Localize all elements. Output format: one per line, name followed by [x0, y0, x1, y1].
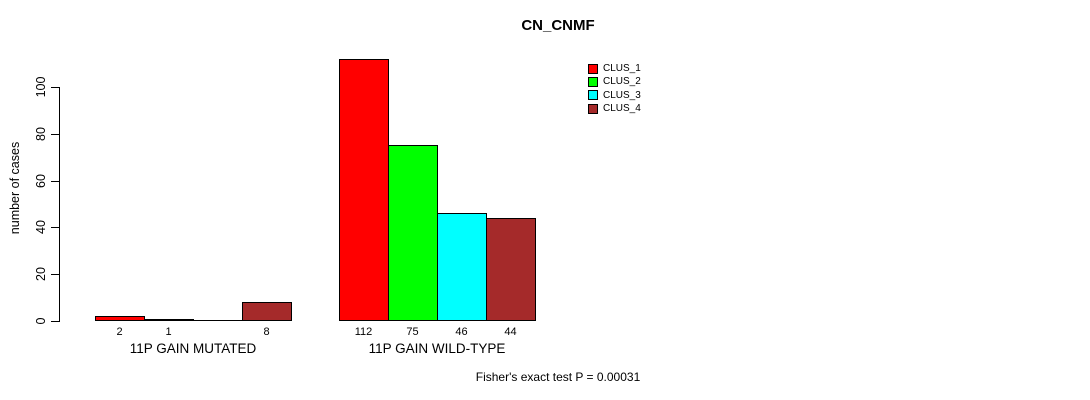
y-tick-label: 100: [34, 76, 48, 98]
legend-label-clus-4: CLUS_4: [603, 103, 641, 115]
y-axis-label: number of cases: [8, 141, 22, 235]
group-label-2: 11P GAIN WILD-TYPE: [368, 341, 506, 356]
legend-row-clus-1: CLUS_1: [588, 62, 641, 75]
bar-value-label: 1: [165, 326, 172, 338]
annotation-text: Fisher's exact test P = 0.00031: [475, 370, 641, 384]
y-tick-label: 20: [34, 267, 48, 282]
legend-row-clus-3: CLUS_3: [588, 89, 641, 102]
y-tick: [51, 227, 59, 229]
legend-label-clus-3: CLUS_3: [603, 89, 641, 101]
legend-swatch-clus-1: [588, 63, 598, 74]
bar-clus-2-group2: [388, 145, 438, 321]
y-tick-label: 60: [34, 173, 48, 188]
legend-swatch-clus-3: [588, 90, 598, 101]
bar-clus-3-group1: [193, 320, 243, 321]
bar-clus-1-group2: [339, 59, 389, 321]
y-tick: [51, 180, 59, 182]
y-tick: [51, 133, 59, 135]
y-tick-label: 40: [34, 220, 48, 235]
legend-row-clus-2: CLUS_2: [588, 75, 641, 88]
legend-swatch-clus-4: [588, 103, 598, 114]
legend-label-clus-1: CLUS_1: [603, 63, 641, 75]
y-tick-label: 80: [34, 126, 48, 141]
bar-clus-2-group1: [144, 319, 194, 321]
bar-value-label: 112: [354, 326, 373, 338]
y-tick: [51, 321, 59, 322]
bar-value-label: 44: [504, 326, 517, 338]
bar-value-label: 75: [406, 326, 419, 338]
bar-clus-4-group2: [486, 218, 536, 321]
y-axis-line: [59, 87, 60, 322]
legend-swatch-clus-2: [588, 76, 598, 87]
bar-value-label: 46: [455, 326, 468, 338]
y-tick-label: 0: [34, 317, 48, 325]
legend-label-clus-2: CLUS_2: [603, 76, 641, 88]
y-tick: [51, 274, 59, 276]
bar-value-label: 2: [116, 326, 123, 338]
legend: CLUS_1 CLUS_2 CLUS_3 CLUS_4: [588, 62, 641, 115]
bar-value-label: 8: [263, 326, 270, 338]
bar-clus-3-group2: [437, 213, 487, 321]
bar-clus-4-group1: [242, 302, 292, 321]
chart-title: CN_CNMF: [521, 17, 595, 34]
bar-clus-1-group1: [95, 316, 145, 321]
group-label-1: 11P GAIN MUTATED: [129, 341, 257, 356]
y-tick: [51, 87, 59, 88]
legend-row-clus-4: CLUS_4: [588, 102, 641, 115]
